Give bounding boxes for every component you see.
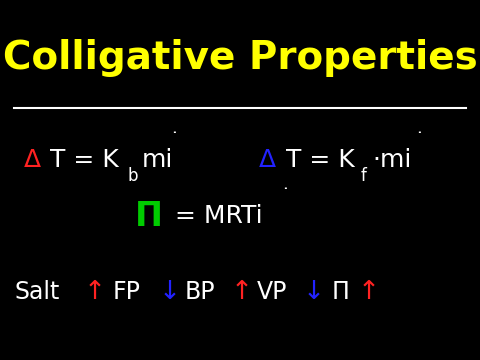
Text: Salt: Salt — [14, 280, 60, 303]
Text: ↑: ↑ — [230, 279, 252, 305]
Text: ↑: ↑ — [358, 279, 380, 305]
Text: VP: VP — [257, 280, 287, 303]
Text: T = K: T = K — [50, 148, 119, 172]
Text: ·mi: ·mi — [372, 148, 411, 172]
Text: T = K: T = K — [286, 148, 354, 172]
Text: ↓: ↓ — [302, 279, 324, 305]
Text: Π: Π — [331, 280, 349, 303]
Text: ↑: ↑ — [84, 279, 106, 305]
Text: ˙: ˙ — [414, 131, 423, 150]
Text: ˙: ˙ — [280, 187, 289, 206]
Text: ˙: ˙ — [169, 131, 179, 150]
Text: = MRTi: = MRTi — [175, 204, 263, 228]
Text: Δ: Δ — [24, 148, 41, 172]
Text: f: f — [361, 167, 367, 185]
Text: Π: Π — [134, 199, 162, 233]
Text: BP: BP — [185, 280, 216, 303]
Text: mi: mi — [142, 148, 173, 172]
Text: FP: FP — [113, 280, 141, 303]
Text: b: b — [127, 167, 138, 185]
Text: Δ: Δ — [259, 148, 276, 172]
Text: Colligative Properties: Colligative Properties — [2, 39, 478, 77]
Text: ↓: ↓ — [158, 279, 180, 305]
